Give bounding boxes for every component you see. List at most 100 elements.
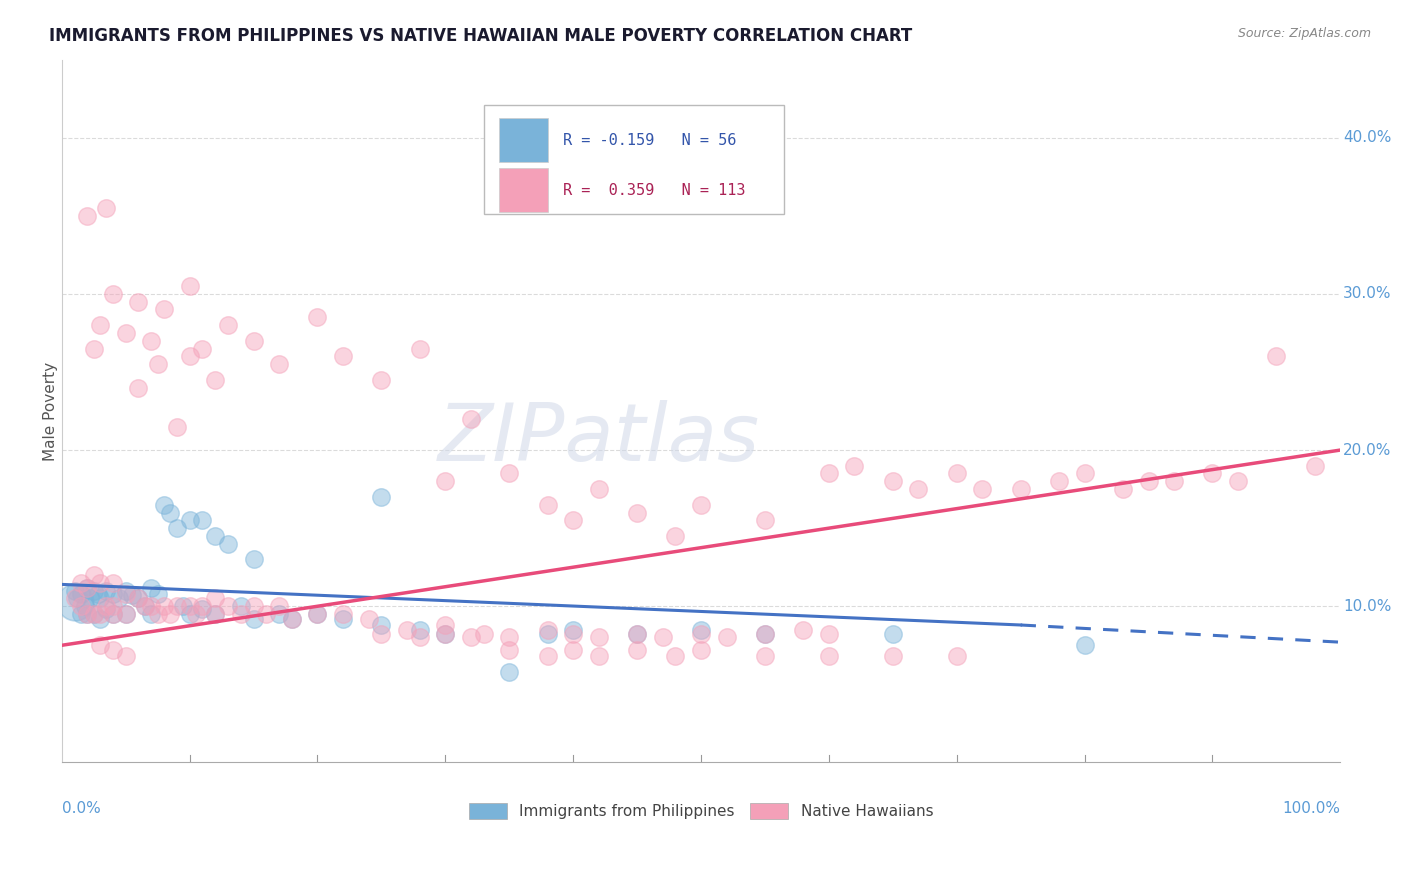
Point <box>357 612 380 626</box>
Point <box>141 607 163 621</box>
Point <box>242 599 264 614</box>
Point <box>229 607 252 621</box>
Point <box>179 607 201 621</box>
Point <box>409 631 432 645</box>
Point <box>332 607 354 621</box>
Text: 0.0%: 0.0% <box>62 801 100 816</box>
Point <box>96 599 118 614</box>
Point <box>108 591 131 606</box>
Point <box>89 607 111 621</box>
Point <box>626 627 648 641</box>
Point <box>76 581 98 595</box>
Point <box>141 581 163 595</box>
Point <box>63 583 86 598</box>
Point <box>588 482 610 496</box>
Point <box>370 627 392 641</box>
Point <box>1265 349 1288 363</box>
Text: R =  0.359   N = 113: R = 0.359 N = 113 <box>562 183 745 198</box>
Point <box>191 599 214 614</box>
Point <box>562 643 585 657</box>
Point <box>70 587 93 601</box>
Point <box>332 612 354 626</box>
Point <box>434 627 457 641</box>
Point <box>89 575 111 590</box>
Point <box>536 649 558 664</box>
Point <box>690 627 713 641</box>
Point <box>1073 467 1095 481</box>
Point <box>70 575 93 590</box>
Point <box>409 342 432 356</box>
Point <box>179 513 201 527</box>
Legend: Immigrants from Philippines, Native Hawaiians: Immigrants from Philippines, Native Hawa… <box>463 797 939 825</box>
Point <box>1163 475 1185 489</box>
FancyBboxPatch shape <box>499 169 547 212</box>
Point <box>1227 475 1250 489</box>
Point <box>83 568 105 582</box>
Text: ZIPatlas: ZIPatlas <box>437 401 759 478</box>
Point <box>101 587 124 601</box>
Point <box>242 612 264 626</box>
Point <box>818 627 841 641</box>
Point <box>89 318 111 332</box>
Point <box>588 631 610 645</box>
Point <box>70 599 93 614</box>
Point <box>191 513 214 527</box>
Point <box>498 643 520 657</box>
Text: 30.0%: 30.0% <box>1343 286 1392 301</box>
Point <box>83 583 105 598</box>
Point <box>172 599 194 614</box>
Point <box>1073 638 1095 652</box>
Point <box>562 623 585 637</box>
Point <box>153 599 176 614</box>
Point <box>89 591 111 606</box>
Point <box>191 342 214 356</box>
Point <box>179 349 201 363</box>
Point <box>242 334 264 348</box>
FancyBboxPatch shape <box>484 105 785 214</box>
Point <box>472 627 495 641</box>
Point <box>818 467 841 481</box>
Point <box>1303 458 1326 473</box>
Point <box>498 631 520 645</box>
Point <box>269 607 291 621</box>
Point <box>70 607 93 621</box>
Point <box>114 587 136 601</box>
Text: 10.0%: 10.0% <box>1343 599 1392 614</box>
Point <box>690 623 713 637</box>
Point <box>882 475 904 489</box>
Point <box>166 419 188 434</box>
Point <box>434 627 457 641</box>
Point <box>307 607 329 621</box>
Point <box>89 638 111 652</box>
Point <box>1201 467 1223 481</box>
Point <box>626 643 648 657</box>
Point <box>96 201 118 215</box>
Point <box>153 302 176 317</box>
Point <box>127 591 149 606</box>
Point <box>690 498 713 512</box>
Point <box>945 649 967 664</box>
Point <box>460 412 482 426</box>
Point <box>498 467 520 481</box>
Point <box>1112 482 1135 496</box>
Point <box>254 607 277 621</box>
Point <box>101 286 124 301</box>
FancyBboxPatch shape <box>499 119 547 162</box>
Point <box>269 599 291 614</box>
Point <box>1047 475 1070 489</box>
Point <box>153 498 176 512</box>
Point <box>754 513 776 527</box>
Point <box>63 594 86 608</box>
Point <box>134 599 156 614</box>
Point <box>127 591 149 606</box>
Point <box>229 599 252 614</box>
Point <box>1010 482 1032 496</box>
Text: IMMIGRANTS FROM PHILIPPINES VS NATIVE HAWAIIAN MALE POVERTY CORRELATION CHART: IMMIGRANTS FROM PHILIPPINES VS NATIVE HA… <box>49 27 912 45</box>
Point <box>83 607 105 621</box>
Point <box>664 529 686 543</box>
Point <box>204 591 226 606</box>
Point <box>434 475 457 489</box>
Text: R = -0.159   N = 56: R = -0.159 N = 56 <box>562 133 737 148</box>
Point <box>89 612 111 626</box>
Point <box>562 627 585 641</box>
